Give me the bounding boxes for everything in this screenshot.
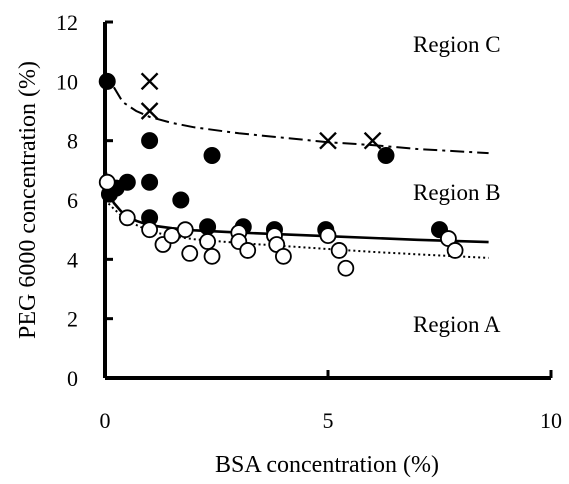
- data-points: [98, 72, 464, 277]
- filled-circle-point: [118, 173, 136, 191]
- open-circle-point: [203, 247, 221, 265]
- annotation-region-b: Region B: [413, 180, 501, 205]
- x-axis-label: BSA concentration (%): [215, 452, 439, 478]
- y-tick-label: 6: [67, 188, 78, 213]
- filled-circle-point: [141, 173, 159, 191]
- y-tick-label: 0: [67, 366, 78, 391]
- y-tick-label: 8: [67, 129, 78, 154]
- fit-line-dotted: [104, 199, 489, 259]
- y-axis-label: PEG 6000 concentration (%): [15, 61, 41, 339]
- fit-line-dash-dot: [113, 86, 489, 155]
- y-tick-label: 2: [67, 307, 78, 332]
- cross-point: [140, 102, 159, 120]
- open-circle-point: [330, 242, 348, 259]
- cross-point: [363, 131, 382, 150]
- x-tick-label: 0: [100, 408, 111, 433]
- filled-circle-point: [172, 191, 190, 209]
- cross-point: [319, 131, 337, 150]
- tick-labels: 0 2 4 6 8 10 12 0 5 10: [56, 10, 562, 433]
- open-circle-point: [181, 244, 199, 262]
- open-circle-point: [274, 247, 292, 265]
- cross-point: [140, 72, 159, 91]
- x-tick-label: 5: [323, 408, 334, 433]
- open-circle-point: [319, 227, 337, 245]
- filled-circle-point: [203, 147, 221, 164]
- filled-circle-point: [141, 132, 159, 150]
- open-circle-point: [176, 221, 194, 239]
- y-tick-label: 10: [56, 69, 78, 94]
- open-circle-point: [446, 242, 464, 259]
- open-circle-point: [141, 221, 159, 239]
- annotation-region-a: Region A: [413, 312, 501, 337]
- y-tick-label: 12: [56, 10, 78, 35]
- open-circle-point: [199, 233, 216, 250]
- annotation-region-c: Region C: [413, 32, 501, 57]
- y-tick-label: 4: [67, 247, 78, 272]
- open-circle-point: [239, 242, 257, 259]
- x-tick-label: 10: [540, 408, 562, 433]
- open-circle-point: [118, 209, 136, 227]
- filled-circle-point: [199, 218, 217, 236]
- open-circle-point: [337, 259, 355, 277]
- filled-circle-point: [377, 147, 395, 164]
- open-circle-point: [98, 173, 116, 191]
- fit-lines: [103, 86, 489, 259]
